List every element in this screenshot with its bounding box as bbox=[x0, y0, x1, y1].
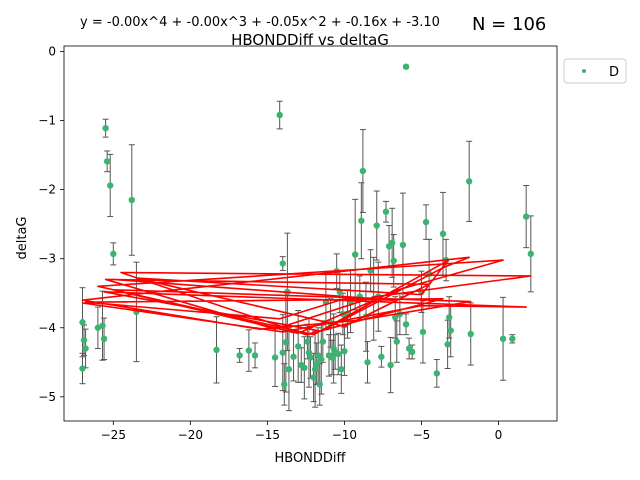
data-point bbox=[378, 353, 385, 360]
data-point bbox=[307, 354, 314, 361]
data-point bbox=[390, 257, 397, 264]
data-point bbox=[313, 360, 320, 367]
x-tick-label: −10 bbox=[332, 428, 357, 442]
data-point bbox=[79, 365, 86, 372]
y-tick-label: −2 bbox=[38, 183, 56, 197]
data-point bbox=[387, 361, 394, 369]
legend-entry-d: D bbox=[609, 65, 619, 80]
data-point bbox=[351, 251, 359, 258]
data-point bbox=[444, 341, 451, 348]
data-point bbox=[213, 346, 220, 354]
x-tick-label: −5 bbox=[413, 428, 431, 442]
x-tick-label: −15 bbox=[255, 428, 280, 442]
data-point bbox=[285, 366, 293, 373]
data-point bbox=[100, 335, 108, 343]
data-point bbox=[445, 314, 453, 321]
data-point bbox=[392, 314, 399, 321]
data-point bbox=[319, 338, 327, 345]
legend: D bbox=[563, 58, 627, 84]
data-point bbox=[103, 158, 111, 165]
data-point bbox=[364, 359, 371, 366]
data-point bbox=[359, 167, 367, 175]
data-point bbox=[527, 250, 535, 258]
data-point bbox=[80, 336, 88, 344]
data-point bbox=[282, 339, 290, 346]
data-point bbox=[279, 260, 286, 267]
data-point bbox=[107, 182, 114, 189]
data-point bbox=[341, 348, 348, 355]
data-point bbox=[294, 343, 302, 350]
sample-count-annotation: N = 106 bbox=[472, 14, 546, 35]
data-point bbox=[290, 353, 297, 360]
data-point bbox=[373, 222, 380, 229]
data-point bbox=[335, 350, 342, 358]
data-point bbox=[439, 230, 447, 238]
data-point bbox=[402, 321, 410, 328]
data-point bbox=[281, 381, 288, 388]
y-axis-label: deltaG bbox=[15, 217, 30, 260]
data-point bbox=[236, 352, 243, 359]
data-point bbox=[499, 335, 507, 343]
y-tick-label: −5 bbox=[38, 390, 56, 404]
data-point bbox=[310, 374, 317, 381]
data-point bbox=[316, 381, 323, 388]
data-point bbox=[102, 124, 109, 132]
legend-marker bbox=[582, 69, 586, 73]
plot-area bbox=[79, 63, 535, 412]
data-point bbox=[422, 218, 430, 226]
y-tick-label: −1 bbox=[38, 114, 56, 128]
data-point bbox=[509, 335, 516, 343]
data-point bbox=[382, 208, 390, 215]
data-point bbox=[304, 338, 311, 345]
data-point bbox=[467, 330, 474, 338]
data-point bbox=[82, 345, 89, 352]
data-point bbox=[251, 352, 259, 359]
data-point bbox=[271, 354, 279, 361]
data-point bbox=[276, 111, 283, 119]
x-tick-label: −25 bbox=[101, 428, 126, 442]
data-point bbox=[522, 213, 530, 220]
data-point bbox=[419, 328, 427, 336]
legend-box bbox=[563, 58, 627, 84]
data-point bbox=[301, 364, 308, 372]
data-point bbox=[305, 349, 313, 356]
data-point bbox=[447, 327, 454, 334]
y-tick-label: −3 bbox=[38, 252, 56, 266]
x-tick-label: −20 bbox=[178, 428, 203, 442]
data-point bbox=[128, 196, 135, 204]
y-tick-label: 0 bbox=[48, 45, 56, 59]
x-tick-label: 0 bbox=[495, 428, 503, 442]
x-axis-label: HBONDDiff bbox=[274, 451, 346, 466]
data-point bbox=[338, 366, 345, 373]
data-point bbox=[99, 322, 106, 329]
chart-title: HBONDDiff vs deltaG bbox=[231, 31, 389, 49]
data-point bbox=[408, 348, 416, 356]
data-point bbox=[358, 217, 365, 224]
data-point bbox=[328, 354, 336, 361]
fit-equation-subtitle: y = -0.00x^4 + -0.00x^3 + -0.05x^2 + -0.… bbox=[80, 15, 440, 30]
data-point bbox=[388, 239, 396, 247]
data-point bbox=[79, 319, 86, 326]
y-tick-label: −4 bbox=[38, 321, 56, 335]
data-point bbox=[433, 370, 441, 377]
data-point bbox=[465, 178, 473, 185]
data-point bbox=[402, 63, 410, 70]
axes-frame bbox=[63, 45, 558, 422]
data-point bbox=[311, 366, 319, 373]
data-point bbox=[399, 241, 407, 249]
data-point bbox=[279, 349, 286, 356]
data-point bbox=[245, 347, 253, 354]
fit-curve bbox=[81, 256, 532, 336]
data-point bbox=[393, 338, 400, 345]
data-point bbox=[318, 356, 325, 363]
data-point bbox=[110, 250, 117, 258]
